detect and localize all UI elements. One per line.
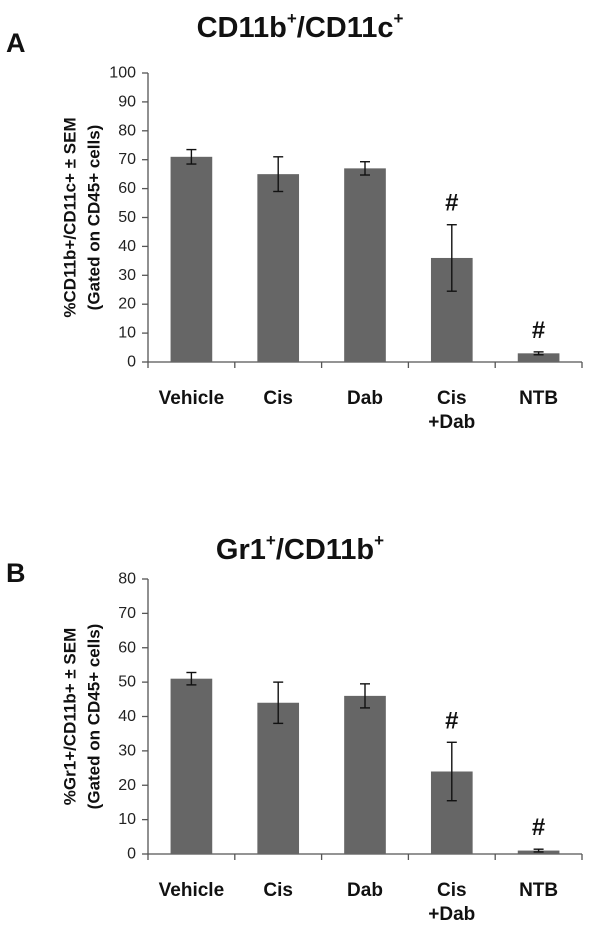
y-tick-label: 70 bbox=[118, 151, 136, 168]
significance-marker: # bbox=[445, 190, 458, 217]
x-tick-label-line: +Dab bbox=[428, 412, 475, 433]
chart-title: Gr1+/CD11b+ bbox=[216, 531, 384, 566]
y-tick-label: 10 bbox=[118, 811, 136, 828]
x-tick-label-line: NTB bbox=[519, 388, 558, 409]
x-tick-label: NTB bbox=[519, 388, 558, 409]
significance-marker: # bbox=[532, 317, 545, 344]
title-text: Gr1 bbox=[216, 534, 266, 566]
x-tick-label-line: NTB bbox=[519, 880, 558, 901]
x-tick-label: Dab bbox=[347, 388, 383, 409]
chart-panel-b: BGr1+/CD11b+01020304050607080%Gr1+/CD11b… bbox=[6, 531, 583, 925]
y-axis-label: %Gr1+/CD11b+ ± SEM (Gated on CD45+ cells) bbox=[61, 624, 104, 810]
x-tick-label-line: Dab bbox=[347, 880, 383, 901]
title-text: /CD11b bbox=[276, 534, 374, 566]
significance-marker: # bbox=[532, 814, 545, 841]
x-tick-label-line: Vehicle bbox=[159, 388, 225, 409]
chart-title: CD11b+/CD11c+ bbox=[197, 9, 404, 44]
x-tick-label-line: Cis bbox=[437, 388, 467, 409]
chart-panel-a: A CD11b+/CD11c+0102030405060708090100%CD1… bbox=[6, 9, 583, 433]
bar bbox=[517, 353, 560, 362]
x-tick-label: Cis +Dab bbox=[428, 880, 475, 925]
y-tick-label: 0 bbox=[127, 846, 136, 863]
x-tick-label-line: Vehicle bbox=[159, 880, 225, 901]
bar bbox=[170, 678, 213, 854]
y-tick-label: 60 bbox=[118, 639, 136, 656]
x-tick-label: NTB bbox=[519, 880, 558, 901]
y-tick-label: 40 bbox=[118, 708, 136, 725]
y-tick-label: 30 bbox=[118, 742, 136, 759]
x-tick-label-line: +Dab bbox=[428, 904, 475, 925]
x-tick-label: Vehicle bbox=[159, 880, 225, 901]
x-tick-label-line: Cis bbox=[263, 388, 293, 409]
x-tick-label: Cis bbox=[263, 388, 293, 409]
y-tick-label: 90 bbox=[118, 93, 136, 110]
y-tick-label: 50 bbox=[118, 674, 136, 691]
bar bbox=[344, 695, 386, 854]
y-axis-label-line: (Gated on CD45+ cells) bbox=[85, 624, 104, 810]
y-tick-label: 20 bbox=[118, 296, 136, 313]
y-tick-label: 50 bbox=[118, 209, 136, 226]
x-tick-label-line: Cis bbox=[263, 880, 293, 901]
panel-letter: B bbox=[6, 558, 26, 588]
x-tick-label: Cis +Dab bbox=[428, 388, 475, 433]
bar bbox=[257, 702, 300, 854]
x-tick-label: Vehicle bbox=[159, 388, 225, 409]
x-tick-label: Dab bbox=[347, 880, 383, 901]
y-axis-label-line: %Gr1+/CD11b+ ± SEM bbox=[61, 628, 80, 806]
significance-marker: # bbox=[445, 707, 458, 734]
title-superscript: + bbox=[287, 9, 297, 28]
y-tick-label: 10 bbox=[118, 325, 136, 342]
title-superscript: + bbox=[266, 531, 276, 550]
y-tick-label: 40 bbox=[118, 238, 136, 255]
y-axis-label-line: (Gated on CD45+ cells) bbox=[85, 125, 104, 311]
y-tick-label: 30 bbox=[118, 267, 136, 284]
title-superscript: + bbox=[394, 9, 404, 28]
panel-letter: A bbox=[6, 28, 26, 58]
bar bbox=[170, 156, 213, 362]
x-tick-label-line: Dab bbox=[347, 388, 383, 409]
y-axis-label-line: %CD11b+/CD11c+ ± SEM bbox=[61, 117, 80, 317]
y-tick-label: 80 bbox=[118, 571, 136, 588]
y-tick-label: 20 bbox=[118, 777, 136, 794]
x-tick-label: Cis bbox=[263, 880, 293, 901]
bar bbox=[257, 174, 300, 362]
title-superscript: + bbox=[374, 531, 384, 550]
title-text: /CD11c bbox=[297, 12, 394, 44]
x-tick-label-line: Cis bbox=[437, 880, 467, 901]
y-axis-label: %CD11b+/CD11c+ ± SEM (Gated on CD45+ cell… bbox=[61, 117, 104, 317]
bar bbox=[344, 168, 386, 362]
y-tick-label: 80 bbox=[118, 122, 136, 139]
y-tick-label: 60 bbox=[118, 180, 136, 197]
title-text: CD11b bbox=[197, 12, 287, 44]
y-tick-label: 0 bbox=[127, 354, 136, 371]
y-tick-label: 70 bbox=[118, 605, 136, 622]
y-tick-label: 100 bbox=[109, 65, 136, 82]
